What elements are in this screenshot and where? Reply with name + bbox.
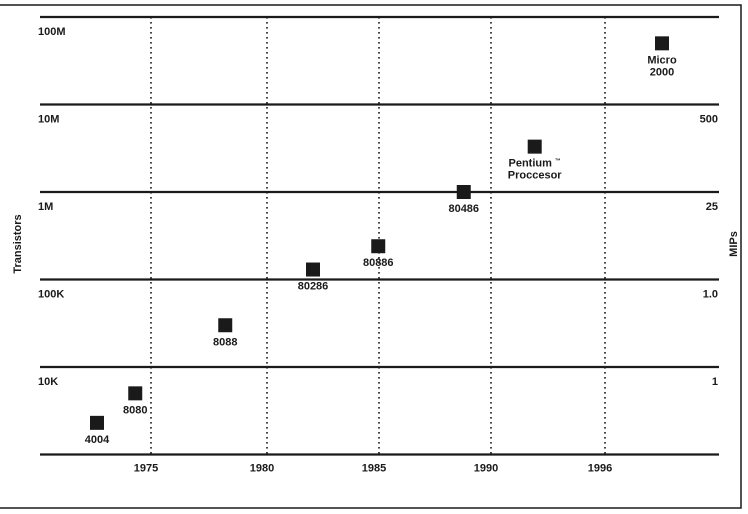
data-point [456, 185, 471, 199]
data-point-label-line2: 2000 [650, 66, 674, 78]
y-left-tick-label: 100K [38, 289, 64, 301]
x-tick-label: 1975 [134, 463, 158, 475]
data-point [655, 36, 669, 51]
y-left-tick-label: 100M [38, 26, 66, 38]
y-right-tick-label: 1.0 [703, 289, 718, 301]
data-point-label: 80286 [298, 281, 329, 293]
y-axis-label-left: Transistors [12, 214, 24, 273]
y-left-tick-label: 1M [38, 201, 53, 213]
data-point [128, 386, 143, 401]
x-tick-label: 1990 [474, 463, 498, 475]
data-point [218, 318, 233, 333]
data-point-label: 8080 [123, 404, 147, 416]
data-point [90, 415, 104, 430]
data-point [371, 239, 386, 254]
data-point-label: 8088 [213, 336, 237, 348]
chart-border [0, 4, 742, 509]
data-point [306, 262, 320, 277]
data-point-label: 80886 [363, 257, 394, 269]
y-right-tick-label: 25 [706, 201, 718, 213]
x-tick-label: 1996 [588, 463, 612, 475]
x-tick-label: 1985 [362, 463, 386, 475]
x-tick-label: 1980 [250, 463, 274, 475]
data-point-label-line2: Proccesor [508, 170, 563, 182]
data-point [527, 139, 542, 154]
y-left-tick-label: 10M [38, 114, 59, 126]
y-right-tick-label: 500 [700, 114, 718, 126]
data-point-label: 4004 [85, 434, 110, 446]
data-point-label: 80486 [448, 203, 479, 215]
y-left-tick-label: 10K [38, 376, 58, 388]
data-point-label: Pentium ™ [508, 158, 560, 170]
y-right-tick-label: 1 [712, 376, 718, 388]
data-point-label: Micro [647, 54, 677, 66]
y-axis-label-right: MIPs [728, 231, 740, 257]
trademark-mark: ™ [555, 158, 561, 165]
